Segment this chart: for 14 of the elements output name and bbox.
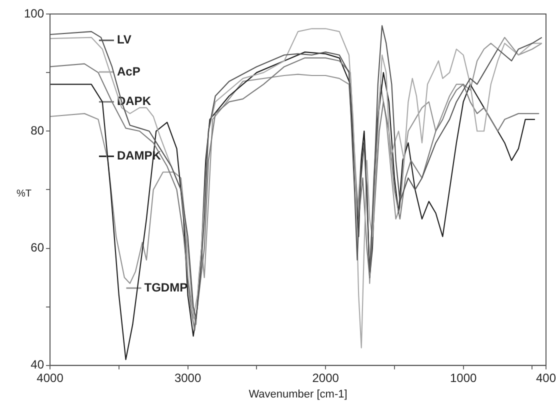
x-tick-label: 1000: [450, 370, 477, 385]
y-tick-label: 40: [30, 358, 44, 372]
x-tick-label: 4000: [36, 370, 64, 385]
y-tick-label: 100: [24, 6, 44, 20]
x-axis-title: Wavenumber [cm-1]: [248, 388, 348, 400]
y-tick-label: 80: [30, 123, 44, 138]
x-tick-label: 3000: [174, 370, 202, 385]
x-tick-label: 400: [536, 370, 556, 385]
legend-label: TGDMP: [144, 280, 188, 294]
y-axis-title: %T: [16, 188, 32, 200]
legend-label: LV: [116, 32, 132, 47]
x-tick-label: 2000: [312, 370, 340, 385]
y-tick-label: 60: [30, 240, 44, 255]
legend-label: AcP: [116, 64, 140, 78]
